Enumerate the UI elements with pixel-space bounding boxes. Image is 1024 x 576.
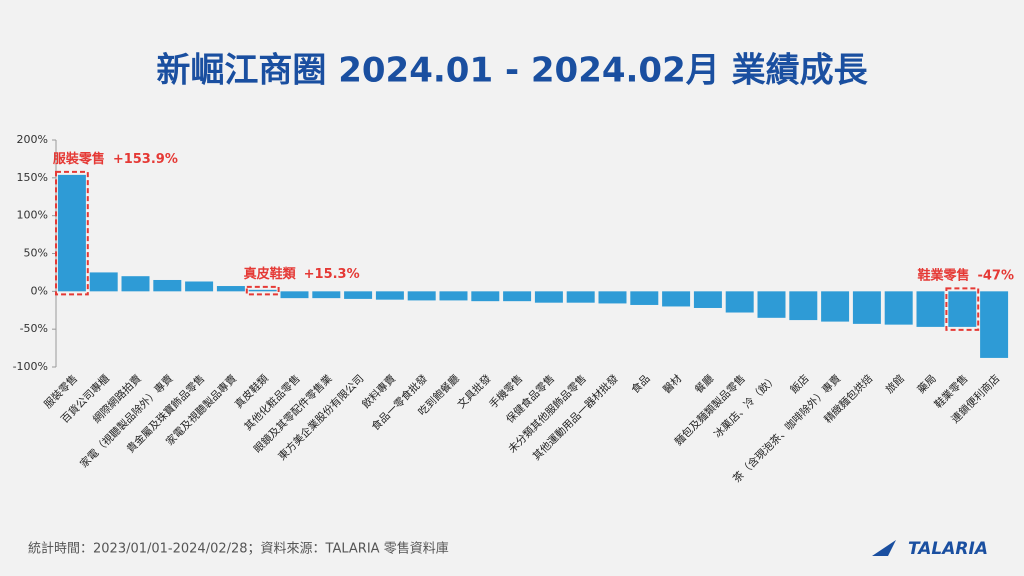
bar (693, 291, 722, 308)
annotation: 真皮鞋類 +15.3% (244, 265, 360, 281)
bar (121, 276, 150, 292)
bar (280, 291, 309, 299)
bar (598, 291, 627, 304)
x-tick-label: 旅館 (883, 372, 907, 396)
annotation-label: 鞋業零售 (917, 267, 969, 283)
annotation-label: 真皮鞋類 (244, 265, 297, 281)
bar (916, 291, 945, 327)
x-tick-label: 醫材 (660, 372, 684, 396)
x-tick-label: 食品一零食批發 (369, 372, 431, 434)
y-tick-label: -100% (13, 360, 48, 373)
bar (948, 291, 977, 327)
bar (821, 291, 850, 322)
x-tick-label: 食品 (629, 372, 653, 396)
x-tick-label: 飯店 (788, 372, 812, 396)
highlight-box (55, 170, 89, 296)
bar (471, 291, 500, 302)
y-tick-label: 50% (24, 247, 48, 260)
bar (216, 286, 245, 292)
bar (407, 291, 436, 301)
bar (884, 291, 913, 325)
x-tick-label: 餐廳 (692, 372, 716, 396)
footer: 統計時間：2023/01/01-2024/02/28；資料來源：TALARIA … (28, 541, 449, 557)
logo: TALARIA (908, 539, 988, 559)
y-tick-label: 200% (17, 133, 48, 146)
bar (757, 291, 786, 318)
bar (503, 291, 532, 302)
bar (248, 289, 277, 292)
x-tick-label: 文具批發 (455, 372, 494, 411)
y-tick-label: -50% (20, 322, 48, 335)
bar (566, 291, 595, 303)
bar (725, 291, 754, 313)
bar (153, 279, 182, 292)
bar (312, 291, 341, 299)
y-tick-label: 0% (31, 284, 48, 297)
bar (789, 291, 818, 321)
bar (344, 291, 373, 299)
highlight-box (945, 287, 980, 331)
chart-title: 新崛江商圈 2024.01 - 2024.02月 業績成長 (156, 51, 868, 91)
x-tick-label: 藥局 (915, 373, 938, 396)
y-tick-label: 150% (17, 171, 48, 184)
annotation-label: 服裝零售 (53, 150, 105, 166)
bar (439, 291, 468, 301)
annotation-value: -47% (977, 268, 1014, 283)
bar (980, 291, 1009, 358)
highlight-box (245, 285, 280, 296)
annotation-value: +153.9% (113, 151, 178, 166)
bar (662, 291, 691, 307)
x-tick-label: 茶（含現泡茶、咖啡除外）專賣 (730, 372, 843, 485)
bar (630, 291, 659, 305)
annotation: 服裝零售 +153.9% (53, 150, 178, 166)
bar (57, 174, 86, 292)
bar (89, 272, 118, 292)
bar (852, 291, 881, 324)
annotation: 鞋業零售 -47% (917, 267, 1014, 283)
bar (375, 291, 404, 300)
annotation-value: +15.3% (304, 266, 360, 281)
y-tick-label: 100% (17, 209, 48, 222)
x-tick-label: 其他化粧品零售 (242, 372, 303, 433)
logo-icon (872, 540, 896, 556)
bar (534, 291, 563, 303)
bar (185, 281, 214, 292)
